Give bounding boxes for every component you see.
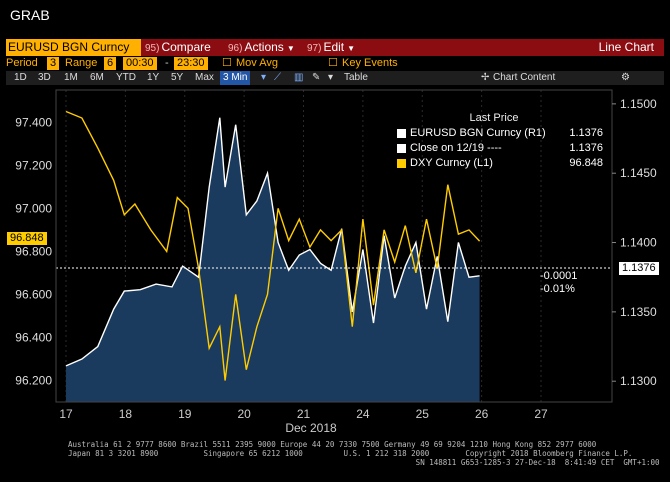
series-lines (65, 110, 481, 381)
legend-label: DXY Curncy (L1) (410, 157, 493, 169)
legend-swatch (397, 128, 406, 138)
range-1d[interactable]: 1D (14, 72, 27, 83)
period-label: Period (6, 57, 38, 69)
gear-icon[interactable]: ⚙ (621, 72, 630, 83)
left-tick-label: 97.000 (15, 201, 52, 215)
eurusd-last-tag: 1.1376 (619, 262, 659, 275)
plot-frame (55, 89, 613, 403)
actions-number: 96) (228, 43, 243, 54)
legend-row[interactable]: EURUSD BGN Curncy (R1) 1.1376 (385, 126, 603, 141)
chart-content-icon[interactable]: ✢ (481, 72, 490, 83)
left-tick-label: 97.200 (15, 158, 52, 172)
key-events-toggle[interactable]: Key Events (342, 57, 398, 69)
time-separator: - (165, 57, 169, 69)
legend-swatch (397, 158, 406, 168)
right-tick-label: 1.1350 (620, 305, 657, 319)
x-tick-label: 24 (356, 407, 370, 421)
legend-label: EURUSD BGN Curncy (R1) (410, 127, 546, 139)
chevron-down-icon[interactable]: ▾ (328, 72, 334, 83)
chevron-down-icon[interactable]: ▾ (261, 72, 267, 83)
range-5y[interactable]: 5Y (171, 72, 184, 83)
right-tick-label: 1.1400 (620, 236, 657, 250)
edit-label: Edit (323, 40, 345, 54)
x-tick-label: 21 (297, 407, 311, 421)
view-title: Line Chart (598, 40, 654, 54)
legend-value: 1.1376 (569, 127, 603, 139)
x-tick-label: 18 (119, 407, 133, 421)
range-max[interactable]: Max (195, 72, 214, 83)
checkbox-icon[interactable]: ☐ (222, 57, 232, 69)
settings-bar: Period 3 Range 6 00:30 - 23:30 ☐ Mov Avg… (6, 57, 664, 70)
actions-button[interactable]: 96) Actions ▼ (228, 39, 295, 56)
pencil-icon[interactable]: ✎ (312, 72, 321, 83)
right-tick-label: 1.1500 (620, 97, 657, 111)
left-tick-label: 96.200 (15, 373, 52, 387)
legend-label: Close on 12/19 ---- (410, 142, 502, 154)
period-field[interactable]: 3 (47, 57, 60, 70)
right-tick-label: 1.1300 (620, 374, 657, 388)
legend-value: 1.1376 (569, 142, 603, 154)
range-label: Range (65, 57, 98, 69)
x-tick-label: 20 (237, 407, 251, 421)
area-fill (66, 117, 480, 402)
checkbox-icon[interactable]: ☐ (328, 57, 338, 69)
edit-number: 97) (307, 43, 322, 54)
dxy-last-tag: 96.848 (7, 232, 47, 245)
left-tick-label: 97.400 (15, 115, 52, 129)
x-tick-label: 27 (534, 407, 548, 421)
compare-label: Compare (161, 40, 211, 54)
actions-label: Actions (244, 40, 284, 54)
x-tick-label: 26 (475, 407, 489, 421)
line-chart-icon[interactable]: ⟋ (274, 72, 281, 83)
x-tick-label: 17 (59, 407, 73, 421)
compare-number: 95) (145, 43, 160, 54)
left-tick-label: 96.800 (15, 244, 52, 258)
x-tick-label: 25 (416, 407, 430, 421)
range-toolbar: 1D 3D 1M 6M YTD 1Y 5Y Max 3 Min ▾ ⟋ ▥ ✎ … (6, 71, 664, 85)
right-tick-label: 1.1450 (620, 166, 657, 180)
bar-chart-icon[interactable]: ▥ (294, 72, 304, 83)
left-axis: 96.200 96.400 96.600 96.800 97.000 97.200 97.4… (15, 115, 52, 387)
range-field[interactable]: 6 (104, 57, 117, 70)
series-line (65, 117, 480, 367)
legend-header: Last Price (469, 112, 519, 124)
legend-row[interactable]: Close on 12/19 ---- 1.1376 (385, 141, 603, 156)
grid (65, 90, 542, 402)
legend: Last Price EURUSD BGN Curncy (R1) 1.1376 … (385, 112, 603, 171)
table-button[interactable]: Table (344, 72, 368, 83)
range-3d[interactable]: 3D (38, 72, 51, 83)
time-from-field[interactable]: 00:30 (123, 57, 157, 70)
right-axis: 1.1300 1.1350 1.1400 1.1450 1.1500 (612, 97, 657, 388)
x-sublabel: Dec 2018 (285, 421, 337, 435)
series-line (65, 110, 481, 381)
range-1y[interactable]: 1Y (147, 72, 160, 83)
edit-button[interactable]: 97) Edit ▼ (307, 39, 355, 56)
footer-contacts: Australia 61 2 9777 8600 Brazil 5511 239… (68, 440, 660, 467)
change-percent: -0.01% (540, 283, 575, 295)
x-axis: 17 18 19 20 21 24 25 26 27 (59, 407, 548, 421)
legend-swatch (397, 143, 406, 153)
security-field[interactable]: EURUSD BGN Curncy (6, 39, 141, 56)
interval-select[interactable]: 3 Min (220, 71, 251, 85)
compare-button[interactable]: 95) Compare (145, 39, 211, 56)
chevron-down-icon: ▼ (347, 44, 356, 53)
chart-content-button[interactable]: Chart Content (493, 72, 556, 83)
mov-avg-toggle[interactable]: Mov Avg (236, 57, 278, 69)
price-chart[interactable]: 96.200 96.400 96.600 96.800 97.000 97.200 97.4… (0, 86, 670, 438)
left-tick-label: 96.400 (15, 330, 52, 344)
legend-row[interactable]: DXY Curncy (L1) 96.848 (385, 156, 603, 171)
range-6m[interactable]: 6M (90, 72, 104, 83)
range-1m[interactable]: 1M (64, 72, 78, 83)
change-value: -0.0001 (540, 270, 578, 282)
main-toolbar: EURUSD BGN Curncy 95) Compare 96) Actions ▼… (6, 39, 664, 56)
x-tick-label: 19 (178, 407, 192, 421)
eurusd-area (66, 117, 480, 402)
legend-value: 96.848 (569, 157, 603, 169)
range-ytd[interactable]: YTD (116, 72, 136, 83)
left-tick-label: 96.600 (15, 287, 52, 301)
chevron-down-icon: ▼ (286, 44, 295, 53)
change-readout: -0.0001 -0.01% (540, 270, 577, 296)
time-to-field[interactable]: 23:30 (174, 57, 208, 70)
window-title: GRAB (10, 7, 50, 23)
